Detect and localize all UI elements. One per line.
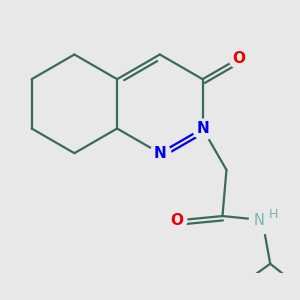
- Text: N: N: [154, 146, 166, 161]
- Text: N: N: [254, 212, 265, 227]
- Text: N: N: [196, 121, 209, 136]
- Text: O: O: [232, 51, 245, 66]
- Text: H: H: [269, 208, 278, 221]
- Text: O: O: [170, 212, 183, 227]
